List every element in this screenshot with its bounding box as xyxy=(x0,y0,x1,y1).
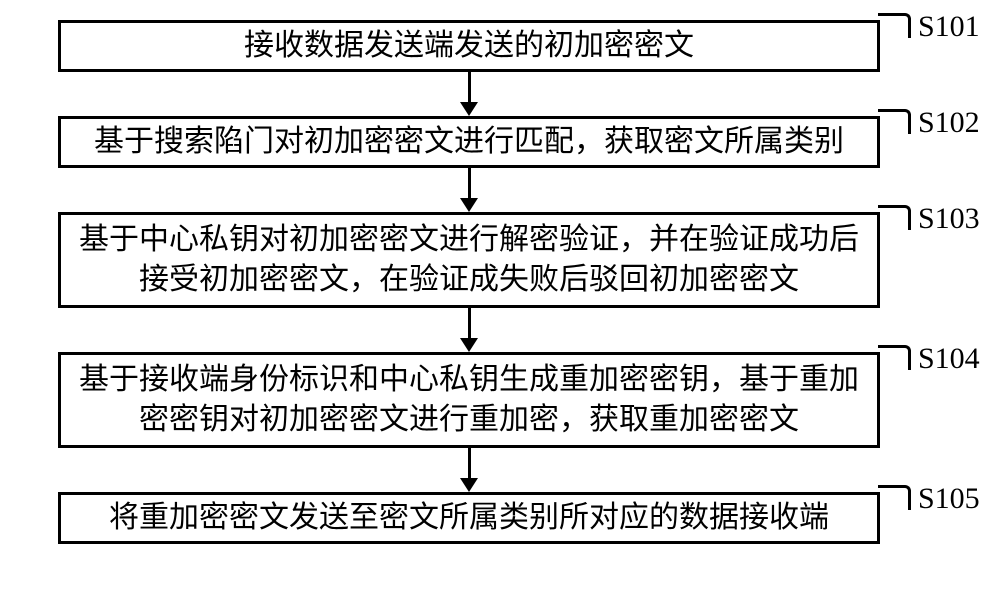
step-label-s102: S102 xyxy=(918,106,980,140)
step-text-s101: 接收数据发送端发送的初加密密文 xyxy=(244,26,694,67)
step-box-s102: 基于搜索陷门对初加密密文进行匹配，获取密文所属类别 xyxy=(58,116,880,168)
step-text-s103: 基于中心私钥对初加密密文进行解密验证，并在验证成功后 接受初加密密文，在验证成失… xyxy=(79,220,859,301)
flowchart-canvas: 接收数据发送端发送的初加密密文 S101 基于搜索陷门对初加密密文进行匹配，获取… xyxy=(0,0,1005,599)
step-label-s101: S101 xyxy=(918,10,980,44)
step-label-s104: S104 xyxy=(918,342,980,376)
step-box-s103: 基于中心私钥对初加密密文进行解密验证，并在验证成功后 接受初加密密文，在验证成失… xyxy=(58,212,880,308)
step-text-s105: 将重加密密文发送至密文所属类别所对应的数据接收端 xyxy=(109,498,829,539)
step-text-s102: 基于搜索陷门对初加密密文进行匹配，获取密文所属类别 xyxy=(94,122,844,163)
step-label-s103: S103 xyxy=(918,202,980,236)
step-box-s104: 基于接收端身份标识和中心私钥生成重加密密钥，基于重加 密密钥对初加密密文进行重加… xyxy=(58,352,880,448)
step-text-s104: 基于接收端身份标识和中心私钥生成重加密密钥，基于重加 密密钥对初加密密文进行重加… xyxy=(79,360,859,441)
step-label-s105: S105 xyxy=(918,482,980,516)
step-box-s105: 将重加密密文发送至密文所属类别所对应的数据接收端 xyxy=(58,492,880,544)
callout-s102 xyxy=(878,109,911,134)
callout-s104 xyxy=(878,345,911,370)
callout-s101 xyxy=(878,13,911,38)
callout-s103 xyxy=(878,205,911,230)
callout-s105 xyxy=(878,485,911,510)
step-box-s101: 接收数据发送端发送的初加密密文 xyxy=(58,20,880,72)
